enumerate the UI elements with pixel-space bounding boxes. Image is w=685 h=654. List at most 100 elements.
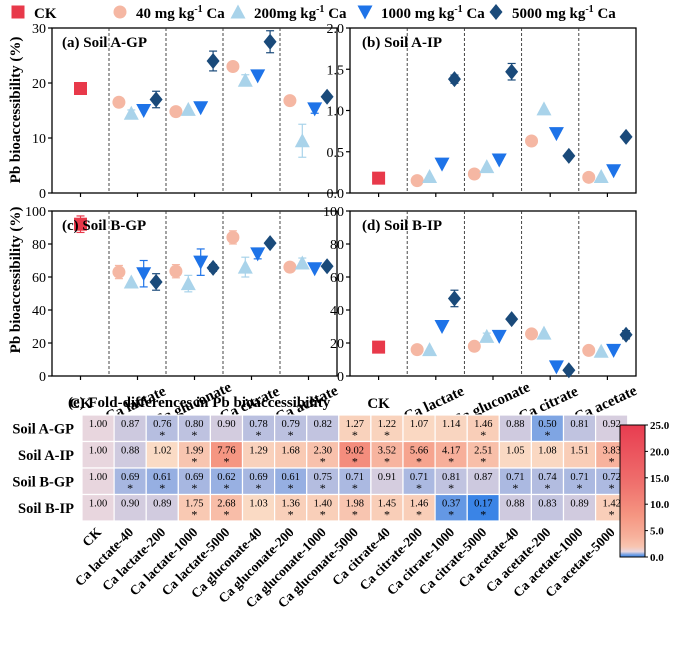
y-tick-label: 60 bbox=[330, 271, 344, 286]
heatmap-cell-value: 0.75 bbox=[314, 472, 332, 483]
y-tick-label: 60 bbox=[32, 271, 46, 286]
heatmap-cell-value: 0.88 bbox=[121, 446, 139, 457]
heatmap-cell-value: 1.40 bbox=[314, 499, 332, 510]
data-point bbox=[491, 329, 507, 344]
heatmap-cell bbox=[241, 414, 276, 443]
heatmap-significance-star: * bbox=[223, 455, 229, 469]
legend-marker-3 bbox=[357, 5, 373, 20]
data-point bbox=[548, 127, 564, 142]
heatmap-significance-star: * bbox=[191, 455, 197, 469]
heatmap-cell-value: 0.69 bbox=[249, 472, 267, 483]
heatmap-cell bbox=[81, 440, 115, 469]
legend-marker-1 bbox=[113, 5, 127, 19]
y-tick-label: 0 bbox=[39, 370, 46, 385]
heatmap-cell bbox=[402, 440, 436, 469]
heatmap-significance-star: * bbox=[223, 481, 229, 495]
heatmap-cell bbox=[113, 493, 147, 522]
heatmap-cell-value: 1.99 bbox=[185, 446, 203, 457]
data-point bbox=[434, 320, 450, 334]
data-point bbox=[410, 343, 424, 357]
y-tick-label: 0.0 bbox=[327, 187, 345, 202]
data-point bbox=[467, 167, 481, 181]
data-point bbox=[226, 60, 240, 73]
heatmap-cell-value: 0.78 bbox=[249, 419, 267, 430]
heatmap-cell-value: 0.87 bbox=[121, 419, 139, 430]
heatmap-cell-value: 0.50 bbox=[538, 419, 556, 430]
heatmap-significance-star: * bbox=[352, 508, 358, 522]
data-point bbox=[491, 153, 507, 168]
heatmap-cell bbox=[145, 493, 179, 522]
heatmap-row-label: Soil A-IP bbox=[18, 448, 74, 464]
heatmap-cell bbox=[530, 414, 565, 443]
colorbar-tick-label: 0.0 bbox=[650, 552, 664, 564]
legend-marker-0 bbox=[11, 5, 25, 19]
heatmap-cell bbox=[402, 467, 436, 496]
y-tick-label: 100 bbox=[25, 205, 46, 220]
heatmap-cell-value: 1.42 bbox=[602, 499, 620, 510]
legend-label-3: 1000 mg kg-1 Ca bbox=[381, 4, 485, 22]
scatter-panel-0: 0 10 20 30 (a) Soil A-GP bbox=[32, 22, 338, 202]
data-point bbox=[536, 101, 552, 116]
heatmap-cell-value: 1.29 bbox=[249, 446, 267, 457]
y-tick-label: 0 bbox=[39, 187, 46, 202]
heatmap-significance-star: * bbox=[191, 428, 197, 442]
data-point bbox=[320, 258, 334, 275]
heatmap-significance-star: * bbox=[512, 481, 518, 495]
heatmap-row-label: Soil B-IP bbox=[18, 501, 74, 517]
heatmap-cell-value: 0.90 bbox=[121, 499, 139, 510]
colorbar-tick-label: 5.0 bbox=[650, 526, 664, 538]
data-point bbox=[307, 262, 323, 277]
scatter-panels: 0 10 20 30 (a) Soil A-GP 0.0 0.5 1.0 1.5 2.0 (b) S… bbox=[25, 22, 640, 429]
data-point bbox=[74, 82, 87, 95]
heatmap-significance-star: * bbox=[288, 428, 294, 442]
heatmap-significance-star: * bbox=[384, 508, 390, 522]
panel-title: (b) Soil A-IP bbox=[362, 35, 442, 51]
heatmap-significance-star: * bbox=[544, 428, 550, 442]
heatmap-cell-value: 0.71 bbox=[346, 472, 364, 483]
data-point bbox=[548, 360, 564, 375]
data-point bbox=[562, 147, 576, 164]
y-tick-label: 80 bbox=[32, 238, 46, 253]
data-point bbox=[606, 164, 622, 179]
legend-label-1: 40 mg kg-1 Ca bbox=[136, 4, 225, 22]
data-point bbox=[479, 159, 495, 174]
data-point bbox=[136, 267, 152, 282]
heatmap-significance-star: * bbox=[448, 481, 454, 495]
heatmap-cell-value: 1.14 bbox=[442, 419, 461, 430]
legend-marker-2 bbox=[230, 4, 246, 19]
y-tick-label: 1.0 bbox=[327, 105, 345, 120]
heatmap-cell-value: 3.83 bbox=[602, 446, 620, 457]
heatmap-cell-value: 0.88 bbox=[506, 499, 524, 510]
heatmap-cell-value: 1.27 bbox=[346, 419, 364, 430]
heatmap-col-label: CK bbox=[79, 524, 104, 549]
data-point bbox=[434, 157, 450, 172]
heatmap-cell-value: 0.74 bbox=[538, 472, 557, 483]
heatmap-cell-value: 1.00 bbox=[89, 446, 107, 457]
heatmap-cell bbox=[338, 440, 372, 469]
heatmap-cell bbox=[498, 440, 532, 469]
heatmap-cell-value: 0.80 bbox=[185, 419, 203, 430]
heatmap-cell-value: 0.81 bbox=[570, 419, 588, 430]
heatmap-significance-star: * bbox=[256, 481, 262, 495]
data-point bbox=[505, 311, 519, 328]
colorbar bbox=[619, 424, 646, 558]
heatmap-cell-value: 0.83 bbox=[538, 499, 556, 510]
heatmap-significance-star: * bbox=[191, 481, 197, 495]
heatmap-cell-value: 0.69 bbox=[185, 472, 203, 483]
heatmap-cell-value: 4.17 bbox=[442, 446, 460, 457]
y-axis-label-top: Pb bioaccessibility (%) bbox=[8, 37, 24, 184]
heatmap-cell bbox=[177, 493, 212, 522]
heatmap-cell bbox=[434, 467, 468, 496]
heatmap-cell-value: 1.00 bbox=[89, 419, 107, 430]
data-point bbox=[525, 134, 539, 148]
heatmap-cell bbox=[466, 493, 500, 522]
data-point bbox=[619, 128, 633, 145]
heatmap-significance-star: * bbox=[288, 508, 294, 522]
heatmap-cell-value: 7.76 bbox=[217, 446, 235, 457]
heatmap-cell-value: 1.46 bbox=[474, 419, 492, 430]
heatmap-cell-value: 1.36 bbox=[281, 499, 299, 510]
data-point bbox=[112, 265, 126, 279]
data-point bbox=[136, 104, 152, 118]
data-point bbox=[619, 326, 633, 343]
heatmap-cell-value: 0.91 bbox=[378, 472, 396, 483]
